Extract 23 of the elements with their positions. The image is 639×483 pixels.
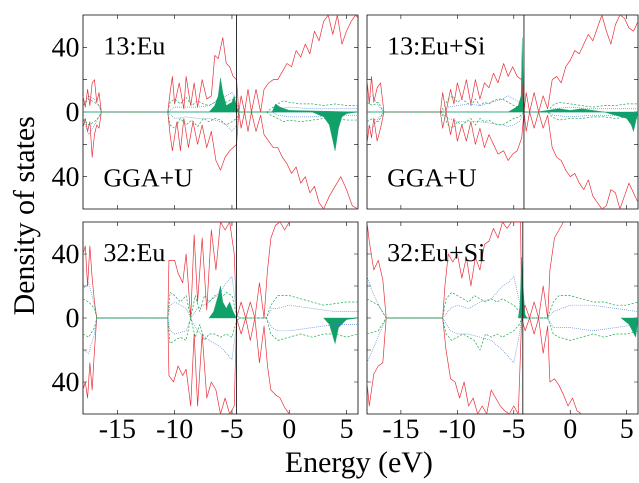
x-tick-label: 5 [621,420,633,438]
y-tick-label: 0 [66,308,78,328]
y-axis-title: Density of states [12,117,40,315]
y-tick-label: 0 [66,102,78,122]
x-tick-label: -15 [383,420,418,438]
annotation: 32:Eu [104,244,165,262]
x-tick-label: 0 [564,420,576,438]
y-tick-label: 40 [52,244,78,264]
x-axis-title: Energy (eV) [286,451,432,478]
annotation: 13:Eu+Si [389,37,485,55]
x-tick-label: 0 [283,420,296,438]
x-tick-label: -10 [440,420,475,438]
y-tick-label: 40 [52,167,78,186]
x-tick-label: -5 [221,420,242,438]
x-tick-label: -15 [100,420,135,438]
annotation: 13:Eu [106,37,165,55]
y-tick-label: 40 [52,38,78,57]
x-tick-label: 5 [341,420,352,438]
x-tick-label: -10 [157,420,192,438]
x-tick-label: -5 [503,420,524,438]
y-tick-label: 40 [52,372,78,392]
annotation: GGA+U [104,169,192,187]
annotation: GGA+U [388,169,476,187]
